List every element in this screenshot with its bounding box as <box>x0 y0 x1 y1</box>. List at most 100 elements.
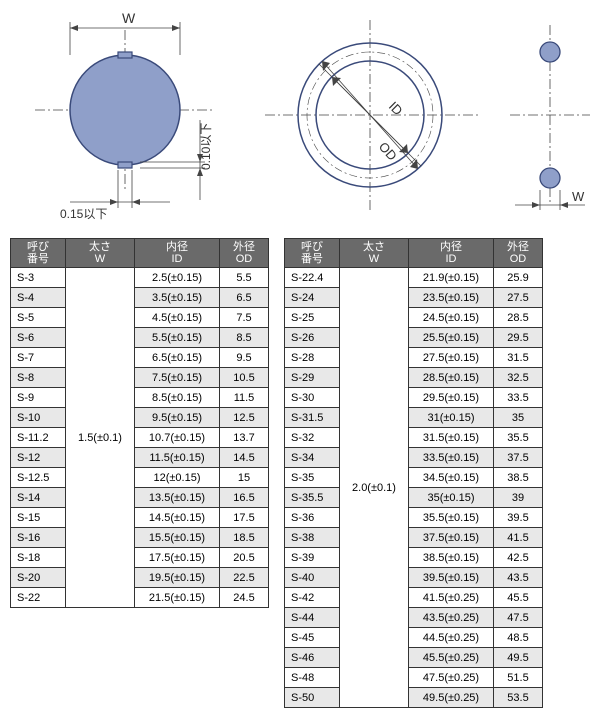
table-row: S-35.535(±0.15)39 <box>285 488 543 508</box>
part-number: S-20 <box>11 568 66 588</box>
od-cell: 47.5 <box>494 608 543 628</box>
table-row: S-3837.5(±0.15)41.5 <box>285 528 543 548</box>
id-cell: 4.5(±0.15) <box>135 308 220 328</box>
table-row: S-4241.5(±0.25)45.5 <box>285 588 543 608</box>
od-cell: 20.5 <box>220 548 269 568</box>
table-row: S-3635.5(±0.15)39.5 <box>285 508 543 528</box>
table-row: S-65.5(±0.15)8.5 <box>11 328 269 348</box>
od-cell: 39 <box>494 488 543 508</box>
part-number: S-44 <box>285 608 340 628</box>
id-cell: 38.5(±0.15) <box>409 548 494 568</box>
od-cell: 10.5 <box>220 368 269 388</box>
table-row: S-34 33.5(±0.15)37.5 <box>285 448 543 468</box>
od-cell: 41.5 <box>494 528 543 548</box>
od-cell: 6.5 <box>220 288 269 308</box>
id-cell: 27.5(±0.15) <box>409 348 494 368</box>
w-label: W <box>122 10 136 26</box>
od-label: OD <box>376 139 400 164</box>
part-number: S-39 <box>285 548 340 568</box>
table-row: S-1817.5(±0.15)20.5 <box>11 548 269 568</box>
id-cell: 3.5(±0.15) <box>135 288 220 308</box>
table-row: S-1211.5(±0.15)14.5 <box>11 448 269 468</box>
id-cell: 19.5(±0.15) <box>135 568 220 588</box>
table-row: S-87.5(±0.15)10.5 <box>11 368 269 388</box>
part-number: S-15 <box>11 508 66 528</box>
part-number: S-12.5 <box>11 468 66 488</box>
table-row: S-10 9.5(±0.15)12.5 <box>11 408 269 428</box>
part-number: S-22 <box>11 588 66 608</box>
od-cell: 12.5 <box>220 408 269 428</box>
od-cell: 28.5 <box>494 308 543 328</box>
id-cell: 47.5(±0.25) <box>409 668 494 688</box>
tol2-label: 0.10以下 <box>199 123 213 170</box>
spec-table-2: 呼び番号太さW内径ID外径OD S-22.42.0(±0.1)21.9(±0.1… <box>284 238 543 708</box>
part-number: S-14 <box>11 488 66 508</box>
col-header: 呼び番号 <box>285 239 340 268</box>
od-cell: 11.5 <box>220 388 269 408</box>
col-header: 外径OD <box>494 239 543 268</box>
id-cell: 31.5(±0.15) <box>409 428 494 448</box>
part-number: S-3 <box>11 268 66 288</box>
table-row: S-1615.5(±0.15)18.5 <box>11 528 269 548</box>
part-number: S-34 <box>285 448 340 468</box>
table-row: S-4645.5(±0.25)49.5 <box>285 648 543 668</box>
id-cell: 21.9(±0.15) <box>409 268 494 288</box>
thickness-cell: 2.0(±0.1) <box>340 268 409 708</box>
id-cell: 33.5(±0.15) <box>409 448 494 468</box>
table-row: S-2423.5(±0.15)27.5 <box>285 288 543 308</box>
col-header: 太さW <box>66 239 135 268</box>
part-number: S-12 <box>11 448 66 468</box>
od-cell: 35.5 <box>494 428 543 448</box>
id-cell: 23.5(±0.15) <box>409 288 494 308</box>
id-cell: 10.7(±0.15) <box>135 428 220 448</box>
table-row: S-76.5(±0.15)9.5 <box>11 348 269 368</box>
od-cell: 5.5 <box>220 268 269 288</box>
w2-label: W <box>572 189 585 204</box>
part-number: S-48 <box>285 668 340 688</box>
id-cell: 7.5(±0.15) <box>135 368 220 388</box>
id-cell: 8.5(±0.15) <box>135 388 220 408</box>
part-number: S-31.5 <box>285 408 340 428</box>
part-number: S-24 <box>285 288 340 308</box>
spec-table-1: 呼び番号太さW内径ID外径OD S-31.5(±0.1)2.5(±0.15)5.… <box>10 238 269 608</box>
part-number: S-30 <box>285 388 340 408</box>
table-row: S-2019.5(±0.15)22.5 <box>11 568 269 588</box>
tol1-label: 0.15以下 <box>60 207 107 220</box>
od-cell: 16.5 <box>220 488 269 508</box>
id-cell: 39.5(±0.15) <box>409 568 494 588</box>
table-row: S-14 13.5(±0.15)16.5 <box>11 488 269 508</box>
id-cell: 11.5(±0.15) <box>135 448 220 468</box>
part-number: S-36 <box>285 508 340 528</box>
id-cell: 5.5(±0.15) <box>135 328 220 348</box>
col-header: 太さW <box>340 239 409 268</box>
od-cell: 37.5 <box>494 448 543 468</box>
od-cell: 7.5 <box>220 308 269 328</box>
part-number: S-29 <box>285 368 340 388</box>
cross-section-diagram: W 0.10以下 0.15以下 <box>10 10 240 220</box>
col-header: 内径ID <box>409 239 494 268</box>
id-cell: 44.5(±0.25) <box>409 628 494 648</box>
id-cell: 37.5(±0.15) <box>409 528 494 548</box>
ring-diagram: ID OD W <box>260 10 600 220</box>
od-cell: 33.5 <box>494 388 543 408</box>
od-cell: 35 <box>494 408 543 428</box>
part-number: S-10 <box>11 408 66 428</box>
od-cell: 25.9 <box>494 268 543 288</box>
part-number: S-35 <box>285 468 340 488</box>
od-cell: 38.5 <box>494 468 543 488</box>
od-cell: 15 <box>220 468 269 488</box>
table-row: S-2625.5(±0.15)29.5 <box>285 328 543 348</box>
od-cell: 24.5 <box>220 588 269 608</box>
od-cell: 43.5 <box>494 568 543 588</box>
part-number: S-45 <box>285 628 340 648</box>
od-cell: 17.5 <box>220 508 269 528</box>
id-cell: 13.5(±0.15) <box>135 488 220 508</box>
part-number: S-18 <box>11 548 66 568</box>
part-number: S-46 <box>285 648 340 668</box>
table-row: S-4443.5(±0.25)47.5 <box>285 608 543 628</box>
table-row: S-22.42.0(±0.1)21.9(±0.15)25.9 <box>285 268 543 288</box>
table-row: S-2827.5(±0.15)31.5 <box>285 348 543 368</box>
od-cell: 9.5 <box>220 348 269 368</box>
id-cell: 9.5(±0.15) <box>135 408 220 428</box>
id-cell: 14.5(±0.15) <box>135 508 220 528</box>
